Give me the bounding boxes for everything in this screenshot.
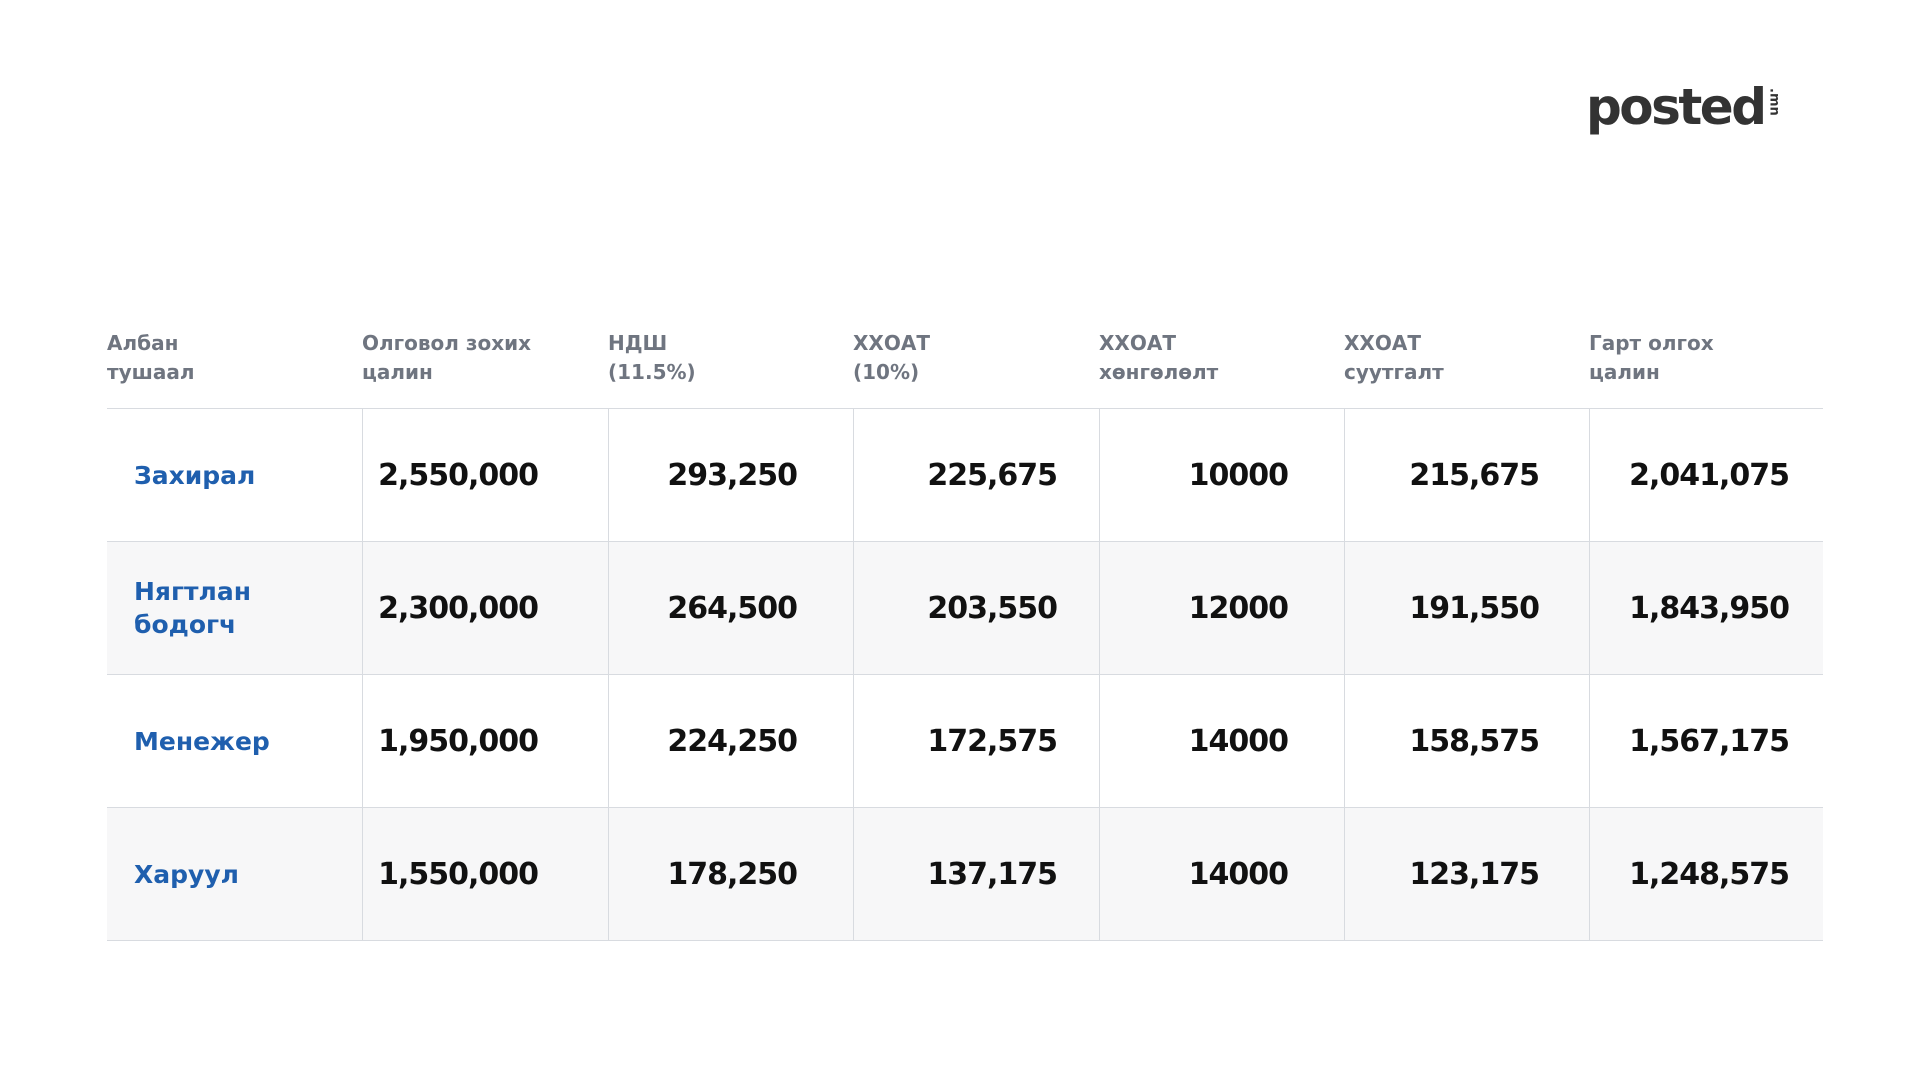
position-name: Харуул [134, 859, 239, 889]
table-header: Албан тушаал Олговол зохих цалин НДШ (11… [107, 320, 1823, 409]
table-row: Нягтлан бодогч 2,300,000 264,500 203,550… [107, 542, 1823, 675]
header-income-tax: ХХОАТ (10%) [853, 331, 930, 384]
net-salary-value: 1,567,175 [1589, 675, 1823, 807]
tax-withheld-value: 123,175 [1344, 808, 1589, 940]
social-insurance-value: 293,250 [608, 409, 853, 541]
logo-domain-suffix: .mn [1766, 88, 1782, 116]
header-tax-withheld: ХХОАТ суутгалт [1344, 331, 1444, 384]
header-net-salary: Гарт олгох цалин [1589, 331, 1714, 384]
position-name: Менежер [134, 726, 270, 756]
header-tax-discount: ХХОАТ хөнгөлөлт [1099, 331, 1219, 384]
header-gross-salary: Олговол зохих цалин [362, 331, 532, 384]
header-position: Албан тушаал [107, 331, 195, 384]
gross-salary-value: 2,300,000 [362, 542, 608, 674]
social-insurance-value: 264,500 [608, 542, 853, 674]
position-name: Захирал [134, 460, 256, 490]
income-tax-value: 137,175 [853, 808, 1099, 940]
salary-table: Албан тушаал Олговол зохих цалин НДШ (11… [107, 320, 1823, 941]
net-salary-value: 1,843,950 [1589, 542, 1823, 674]
tax-withheld-value: 158,575 [1344, 675, 1589, 807]
position-name: Нягтлан бодогч [134, 577, 251, 639]
social-insurance-value: 224,250 [608, 675, 853, 807]
table-row: Харуул 1,550,000 178,250 137,175 14000 1… [107, 808, 1823, 941]
table-row: Захирал 2,550,000 293,250 225,675 10000 … [107, 409, 1823, 542]
gross-salary-value: 1,550,000 [362, 808, 608, 940]
posted-logo: posted .mn [1586, 78, 1782, 136]
tax-withheld-value: 215,675 [1344, 409, 1589, 541]
income-tax-value: 225,675 [853, 409, 1099, 541]
income-tax-value: 172,575 [853, 675, 1099, 807]
tax-withheld-value: 191,550 [1344, 542, 1589, 674]
tax-discount-value: 12000 [1099, 542, 1344, 674]
income-tax-value: 203,550 [853, 542, 1099, 674]
gross-salary-value: 2,550,000 [362, 409, 608, 541]
net-salary-value: 2,041,075 [1589, 409, 1823, 541]
tax-discount-value: 10000 [1099, 409, 1344, 541]
header-social-insurance: НДШ (11.5%) [608, 331, 696, 384]
table-row: Менежер 1,950,000 224,250 172,575 14000 … [107, 675, 1823, 808]
gross-salary-value: 1,950,000 [362, 675, 608, 807]
net-salary-value: 1,248,575 [1589, 808, 1823, 940]
tax-discount-value: 14000 [1099, 675, 1344, 807]
tax-discount-value: 14000 [1099, 808, 1344, 940]
social-insurance-value: 178,250 [608, 808, 853, 940]
logo-wordmark: posted [1586, 78, 1767, 136]
